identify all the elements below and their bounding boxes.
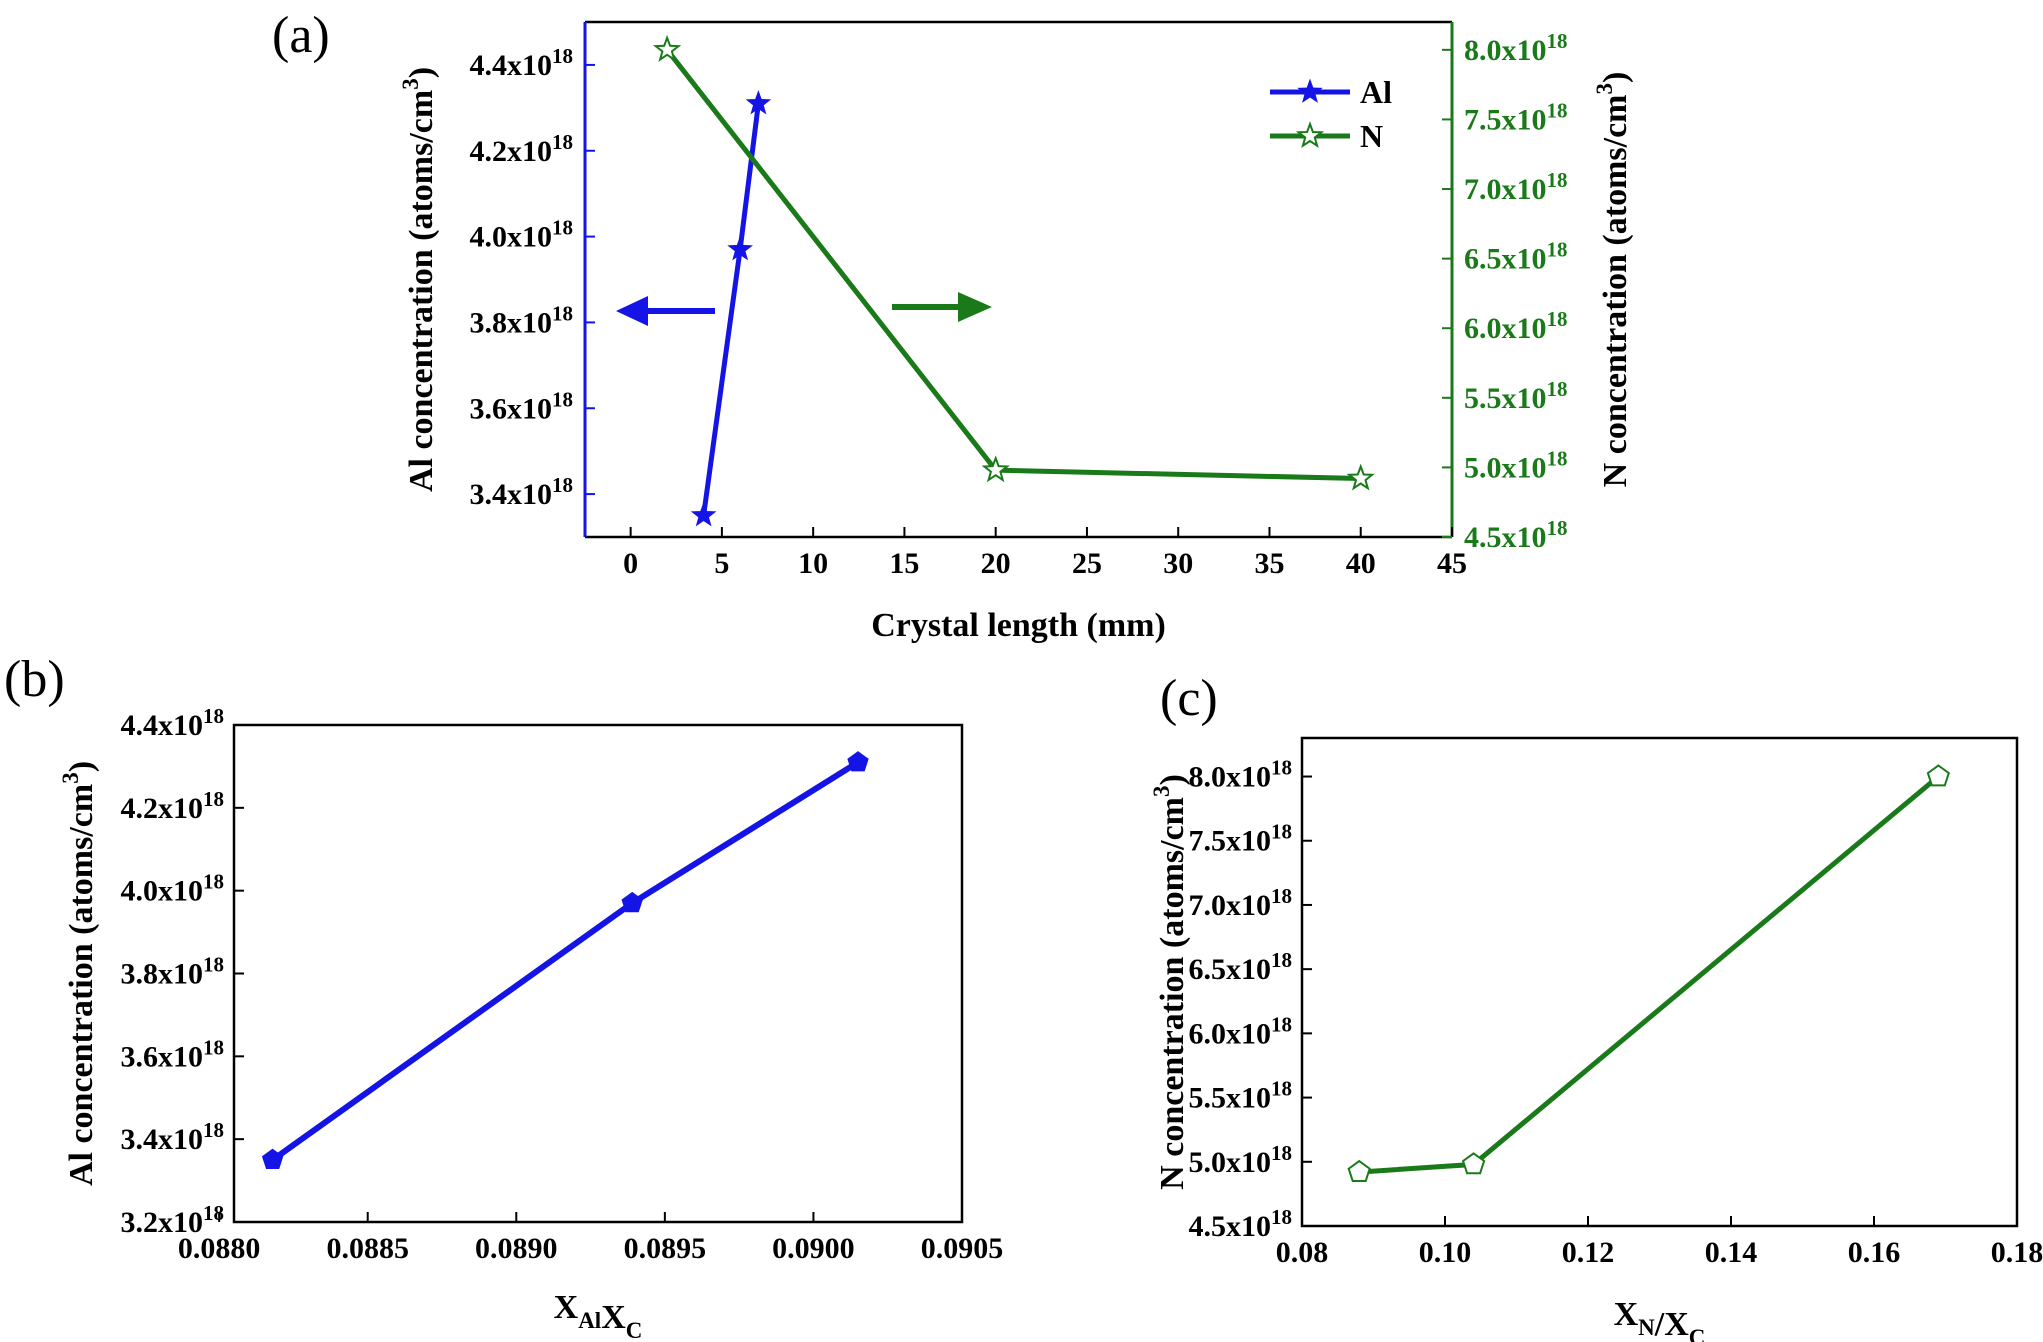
legend: Al N [1270,74,1392,154]
data-point [1295,121,1325,149]
x-tick-label: 0.0890 [475,1232,558,1265]
y-tick-label: 4.4x1018 [121,704,225,742]
chart-a: (a) 0 5 10 15 20 25 30 35 40 45 3.4x1018 3.6x1018 3.8… [272,7,1634,644]
data-point [1461,1152,1486,1175]
x-tick-label: 0.0880 [178,1232,261,1265]
series-line [1359,774,1941,1175]
y-right-tick-label: 5.0x1018 [1464,446,1568,484]
data-point [981,455,1010,483]
x-tick-label: 40 [1346,547,1376,580]
series-line-n [665,48,1361,481]
y-tick-label: 3.6x1018 [121,1035,225,1073]
y-axis-label: Al concentration (atoms/cm3) [58,761,100,1186]
y-right-tick-label: 7.5x1018 [1464,98,1568,136]
y-tick-label: 5.0x1018 [1189,1141,1293,1179]
y-tick-label: 4.0x1018 [121,870,225,908]
x-tick-label: 20 [981,547,1011,580]
x-tick-label: 0.16 [1848,1236,1901,1269]
x-tick-label: 15 [889,547,919,580]
x-tick-label: 0.0895 [624,1232,707,1265]
y-left-tick-label: 4.2x1018 [470,130,574,168]
panel-label-a: (a) [272,7,330,64]
x-tick-label: 0.12 [1562,1236,1615,1269]
y-tick-label: 7.5x1018 [1189,820,1293,858]
x-axis-label: Crystal length (mm) [871,607,1166,644]
series-line [270,759,860,1163]
y-tick-label: 3.4x1018 [121,1118,225,1156]
y-right-tick-label: 6.5x1018 [1464,238,1568,276]
y-tick-label: 3.2x1018 [121,1201,225,1239]
y-tick-label: 5.5x1018 [1189,1077,1293,1115]
data-point [1297,78,1323,103]
x-axis-label: XN/XC [1614,1296,1706,1342]
x-tick-label: 0 [623,547,638,580]
y-tick-label: 6.5x1018 [1189,948,1293,986]
y-right-axis-label: N concentration (atoms/cm3) [1592,72,1634,488]
x-tick-label: 0.0905 [921,1232,1004,1265]
y-tick-label: 4.2x1018 [121,787,225,825]
x-tick-label: 25 [1072,547,1102,580]
y-tick-label: 7.0x1018 [1189,884,1293,922]
x-tick-label: 45 [1437,547,1467,580]
legend-label-al: Al [1360,74,1392,110]
y-tick-label: 3.8x1018 [121,953,225,991]
x-tick-label: 10 [798,547,828,580]
panel-label-c: (c) [1160,670,1218,727]
data-point [1347,1159,1371,1182]
y-left-axis-label: Al concentration (atoms/cm3) [398,67,440,492]
legend-label-n: N [1360,118,1383,154]
y-right-tick-label: 5.5x1018 [1464,377,1568,415]
y-right-tick-label: 4.5x1018 [1464,516,1568,554]
x-tick-label: 0.14 [1705,1236,1758,1269]
y-right-tick-label: 8.0x1018 [1464,29,1568,67]
x-tick-label: 0.08 [1276,1236,1329,1269]
plot-frame [1300,736,2019,1228]
data-point [1926,764,1950,787]
arrow-right-head [958,292,992,322]
chart-b: (b) 0.0880 0.0885 0.0890 0.0895 0.0900 0.0905 3… [4,651,1003,1342]
y-left-tick-label: 3.4x1018 [470,473,574,511]
chart-c: (c) 0.08 0.10 0.12 0.14 0.16 0.18 4.5x1018 5.0x1… [1149,670,2043,1342]
x-tick-label: 5 [714,547,729,580]
x-tick-label: 0.0885 [326,1232,409,1265]
x-tick-label: 0.0900 [772,1232,855,1265]
y-left-tick-label: 3.8x1018 [470,301,574,339]
y-left-tick-label: 4.4x1018 [470,44,574,82]
x-tick-label: 0.10 [1419,1236,1472,1269]
data-point [1346,463,1375,491]
y-axis-label: N concentration (atoms/cm3) [1149,774,1191,1190]
panel-label-b: (b) [4,651,65,708]
x-tick-label: 35 [1254,547,1284,580]
y-left-tick-label: 4.0x1018 [470,216,574,254]
data-point [847,751,869,772]
data-point [727,236,753,261]
x-tick-label: 0.18 [1991,1236,2043,1269]
arrow-left-head [616,296,648,326]
y-right-tick-label: 6.0x1018 [1464,307,1568,345]
data-point [690,502,717,527]
y-tick-label: 8.0x1018 [1189,756,1293,794]
data-point [261,1148,284,1169]
y-tick-label: 6.0x1018 [1189,1012,1293,1050]
plot-frame [232,723,964,1224]
y-tick-label: 4.5x1018 [1189,1205,1293,1243]
data-point [652,34,682,62]
data-point [745,90,772,115]
x-tick-label: 30 [1163,547,1193,580]
y-right-tick-label: 7.0x1018 [1464,168,1568,206]
x-axis-label: XAlXC [554,1289,643,1342]
data-point [621,891,643,913]
y-left-tick-label: 3.6x1018 [470,387,574,425]
